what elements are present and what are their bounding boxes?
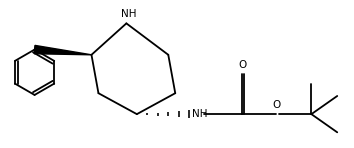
- Text: NH: NH: [121, 9, 137, 19]
- Text: O: O: [239, 60, 247, 70]
- Text: NH: NH: [192, 109, 207, 119]
- Polygon shape: [34, 45, 91, 55]
- Text: O: O: [272, 100, 281, 110]
